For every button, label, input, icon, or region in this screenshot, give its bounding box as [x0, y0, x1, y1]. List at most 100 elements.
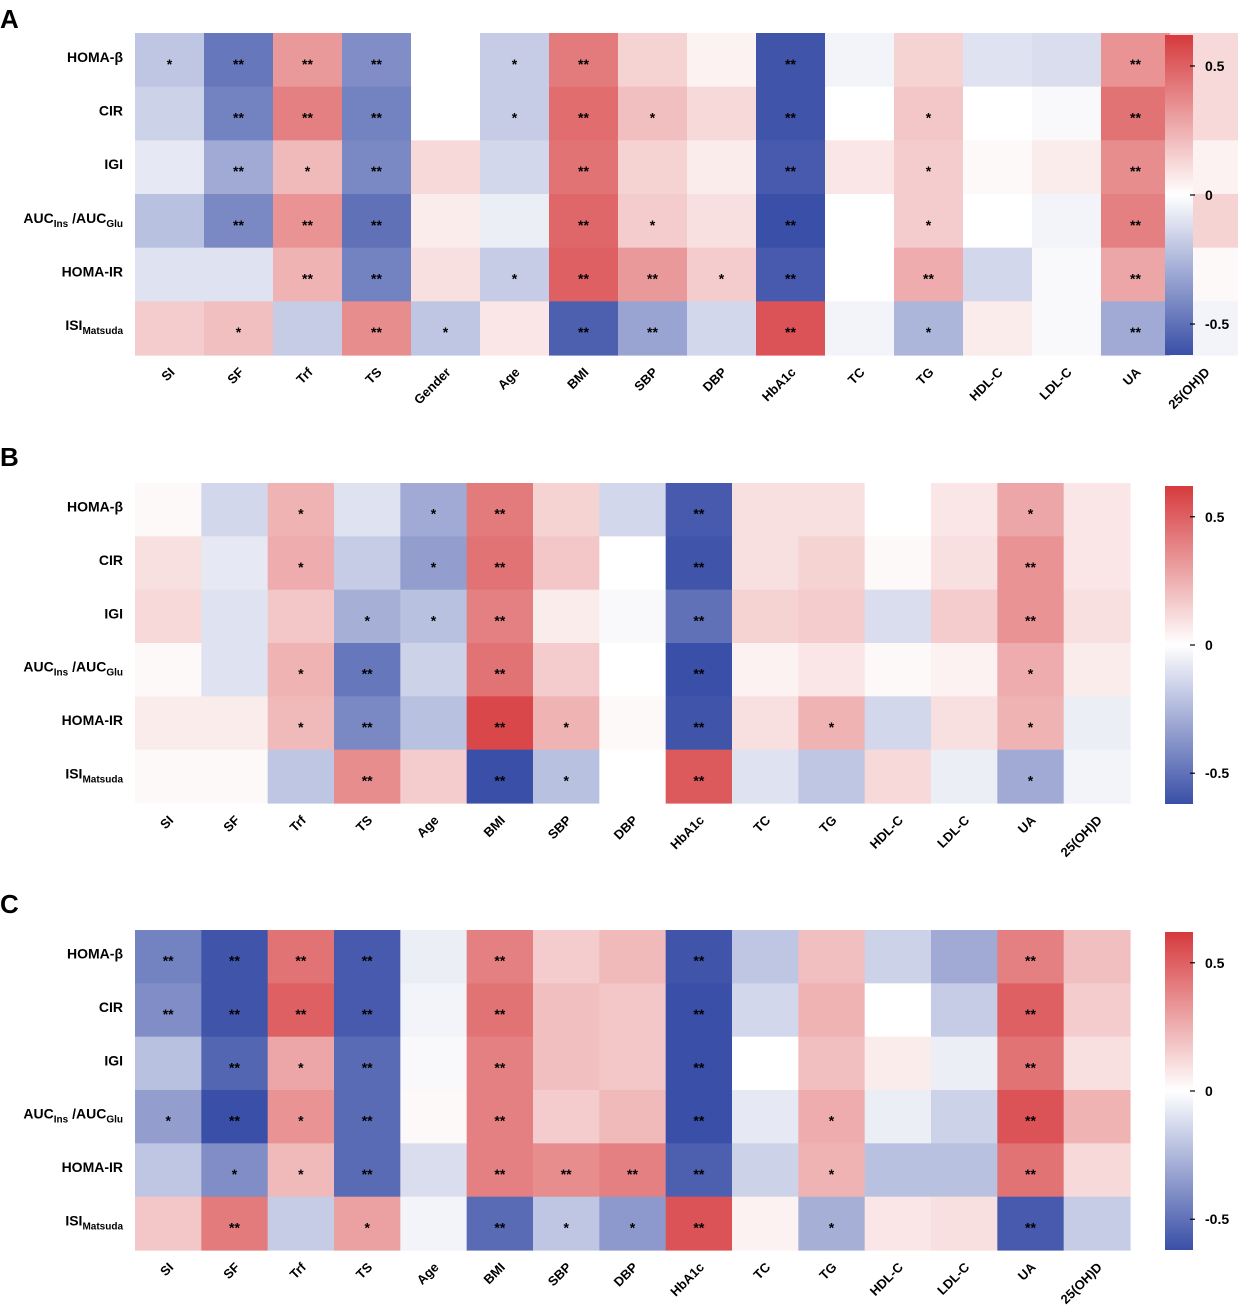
heatmap-cell — [825, 301, 895, 356]
significance-marker: ** — [693, 953, 704, 969]
row-label: ISIMatsuda — [65, 317, 123, 337]
heatmap-cell — [997, 1090, 1065, 1144]
column-label: UA — [1120, 364, 1144, 388]
heatmap-cell — [997, 536, 1065, 591]
heatmap-cell — [273, 301, 343, 356]
heatmap-cell — [201, 696, 269, 751]
heatmap-cell — [1032, 140, 1102, 195]
significance-marker: ** — [163, 1006, 174, 1022]
row-label: AUCIns /AUCGlu — [23, 1106, 123, 1126]
significance-marker: ** — [233, 110, 244, 126]
significance-marker: * — [364, 1219, 370, 1235]
heatmap-cell — [204, 194, 274, 249]
heatmap-cell — [334, 483, 401, 537]
significance-marker: ** — [1130, 217, 1141, 233]
heatmap-cell — [963, 194, 1033, 249]
significance-marker: * — [650, 110, 656, 126]
heatmap-cell — [201, 1090, 269, 1144]
significance-marker: * — [1028, 719, 1034, 735]
column-label: HDL-C — [966, 364, 1006, 404]
heatmap-cell — [334, 1036, 401, 1091]
significance-marker: * — [298, 666, 304, 682]
heatmap-cell — [342, 33, 412, 88]
colorbar-tick-label: 0.5 — [1205, 509, 1225, 525]
column-label: SBP — [545, 1259, 575, 1289]
row-label: AUCIns /AUCGlu — [23, 210, 123, 230]
heatmap-cell — [201, 930, 269, 984]
heatmap-cell — [732, 749, 799, 804]
heatmap-cell — [894, 194, 964, 249]
significance-marker: ** — [693, 559, 704, 575]
colorbar-tick-label: 0 — [1205, 1083, 1213, 1099]
heatmap-cell — [864, 749, 932, 804]
colorbar — [1165, 486, 1193, 804]
column-label: SBP — [631, 364, 661, 394]
significance-marker: ** — [494, 1113, 505, 1129]
column-label: 25(OH)D — [1058, 1260, 1105, 1307]
heatmap-cell — [798, 1036, 866, 1091]
heatmap-cell — [135, 930, 202, 984]
row-label: CIR — [99, 552, 123, 568]
heatmap-cell — [334, 1196, 401, 1251]
heatmap-cell — [334, 643, 401, 697]
column-label: SI — [158, 365, 177, 384]
heatmap-cell — [1063, 1196, 1131, 1251]
heatmap-cell — [201, 483, 269, 537]
significance-marker: ** — [233, 217, 244, 233]
heatmap-cell — [533, 589, 600, 644]
heatmap-cell — [963, 301, 1033, 356]
heatmap-cell — [599, 1143, 667, 1198]
column-label: TC — [750, 1259, 773, 1282]
heatmap-cell — [732, 696, 799, 751]
heatmap-cell — [618, 33, 688, 88]
significance-marker: ** — [1130, 110, 1141, 126]
column-label: TS — [353, 812, 376, 835]
significance-marker: ** — [693, 506, 704, 522]
heatmap-cell — [798, 483, 866, 537]
heatmap-cell — [1063, 483, 1131, 537]
heatmap-cell — [665, 643, 733, 697]
heatmap-cell — [273, 140, 343, 195]
heatmap-cell — [618, 86, 688, 141]
significance-marker: ** — [494, 1006, 505, 1022]
heatmap-cell — [1063, 536, 1131, 591]
column-label: 25(OH)D — [1165, 365, 1212, 412]
row-label: CIR — [99, 999, 123, 1015]
row-label: HOMA-IR — [62, 712, 123, 728]
significance-marker: ** — [362, 1113, 373, 1129]
row-label: AUCIns /AUCGlu — [23, 659, 123, 679]
heatmap-cell — [466, 696, 534, 751]
heatmap-cell — [997, 1143, 1065, 1198]
column-label: HbA1c — [667, 1260, 707, 1300]
colorbar-tick-label: 0.5 — [1205, 58, 1225, 74]
significance-marker: * — [431, 506, 437, 522]
heatmap-cell — [1063, 749, 1131, 804]
significance-marker: ** — [494, 1059, 505, 1075]
column-label: DBP — [611, 812, 641, 842]
significance-marker: * — [298, 1113, 304, 1129]
heatmap-cell — [665, 1090, 733, 1144]
column-label: SF — [220, 1259, 242, 1281]
heatmap-cell — [1101, 247, 1171, 302]
heatmap-cell — [798, 643, 866, 697]
significance-marker: ** — [494, 666, 505, 682]
heatmap-cell — [1101, 86, 1171, 141]
heatmap-cell — [201, 589, 269, 644]
column-label: Age — [495, 365, 523, 393]
heatmap-cell — [864, 1143, 932, 1198]
significance-marker: * — [829, 1219, 835, 1235]
heatmap-cell — [931, 483, 998, 537]
heatmap-cell — [798, 749, 866, 804]
column-label: HbA1c — [667, 813, 707, 853]
heatmap-cell — [549, 301, 619, 356]
column-label: BMI — [480, 813, 507, 840]
significance-marker: ** — [693, 772, 704, 788]
heatmap-cell — [1063, 696, 1131, 751]
heatmap-cell — [931, 696, 998, 751]
heatmap-cell — [732, 589, 799, 644]
column-label: TS — [362, 364, 385, 387]
heatmap-cell — [997, 483, 1065, 537]
heatmap-cell — [267, 983, 335, 1038]
column-label: DBP — [611, 1259, 641, 1289]
significance-marker: * — [926, 324, 932, 340]
